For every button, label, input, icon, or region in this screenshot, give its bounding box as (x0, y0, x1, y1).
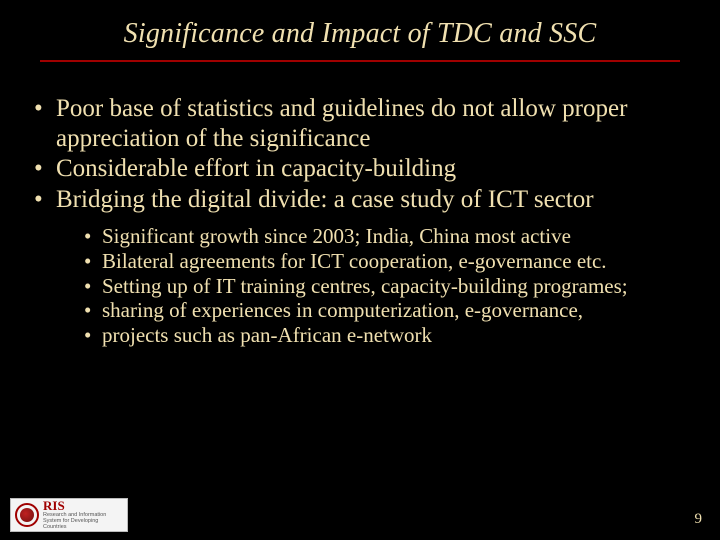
sub-bullet-item: sharing of experiences in computerizatio… (80, 298, 692, 323)
slide-footer: RIS Research and Information System for … (10, 498, 702, 532)
sub-bullet-item: Significant growth since 2003; India, Ch… (80, 224, 692, 249)
slide-title: Significance and Impact of TDC and SSC (0, 0, 720, 56)
ris-logo: RIS Research and Information System for … (10, 498, 128, 532)
bullet-item: Considerable effort in capacity-building (28, 154, 692, 184)
main-bullet-list: Poor base of statistics and guidelines d… (28, 94, 692, 214)
ris-logo-icon (15, 503, 39, 527)
ris-logo-text: RIS Research and Information System for … (43, 499, 123, 530)
sub-bullet-item: Bilateral agreements for ICT cooperation… (80, 249, 692, 274)
sub-bullet-item: projects such as pan-African e-network (80, 323, 692, 348)
page-number: 9 (695, 511, 703, 532)
ris-logo-tagline: Research and Information System for Deve… (43, 513, 123, 530)
slide-body: Poor base of statistics and guidelines d… (0, 62, 720, 348)
bullet-item: Poor base of statistics and guidelines d… (28, 94, 692, 153)
ris-logo-acronym: RIS (43, 499, 123, 512)
sub-bullet-list: Significant growth since 2003; India, Ch… (80, 224, 692, 348)
sub-bullet-item: Setting up of IT training centres, capac… (80, 274, 692, 299)
bullet-item: Bridging the digital divide: a case stud… (28, 185, 692, 215)
